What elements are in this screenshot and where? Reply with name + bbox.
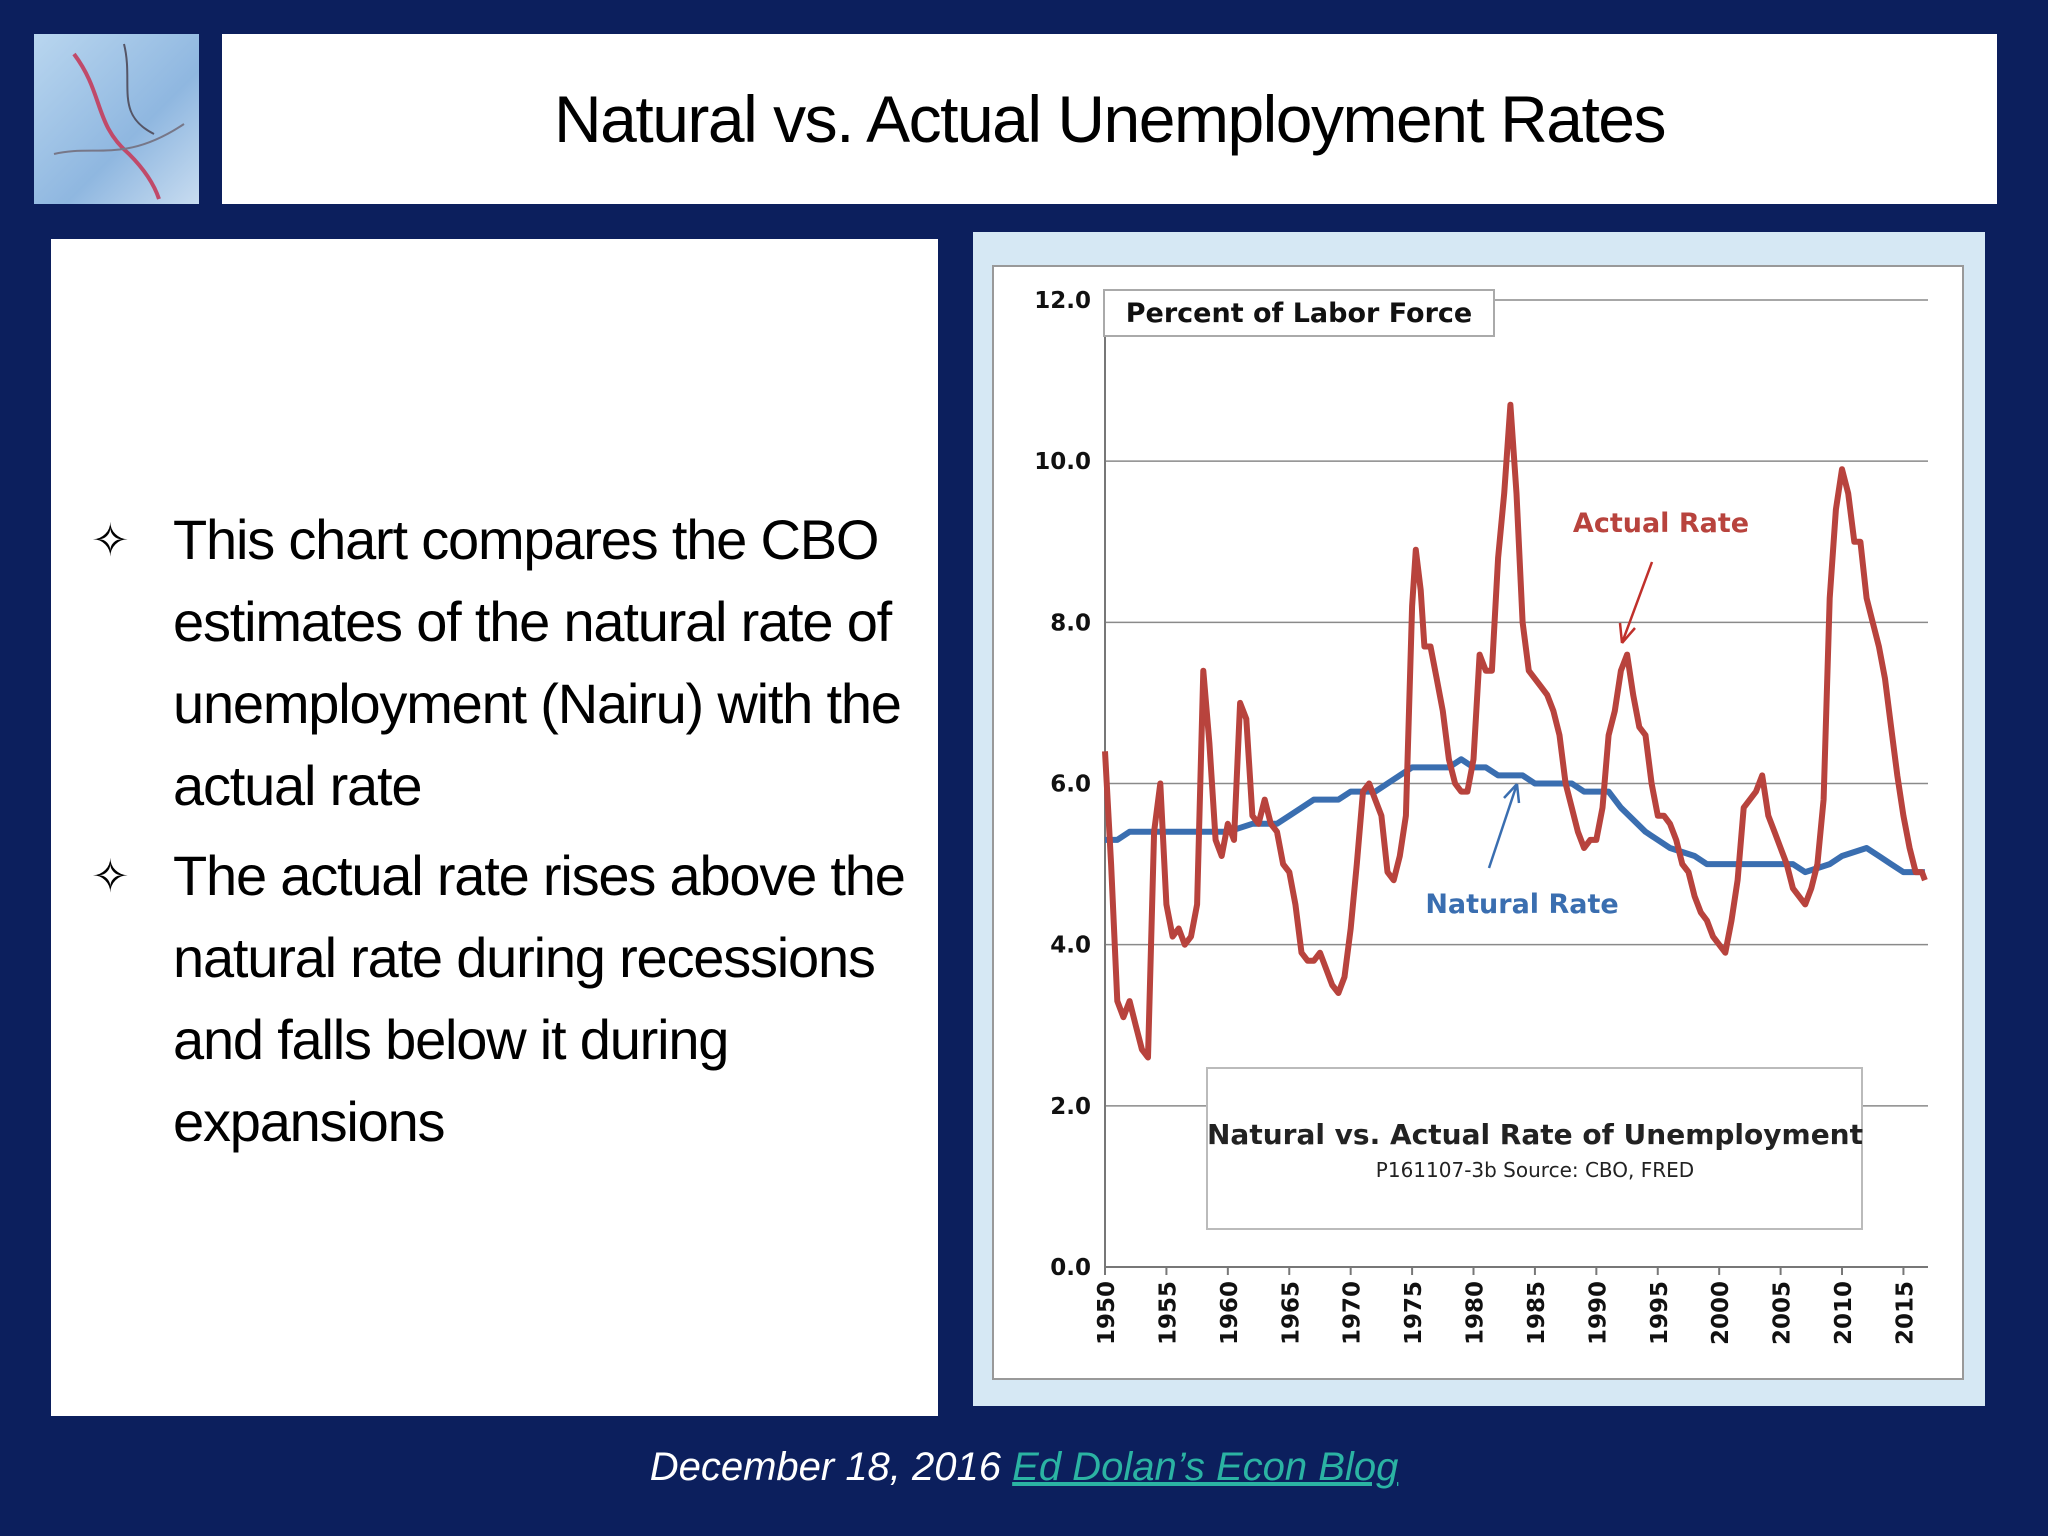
y-label: Percent of Labor Force bbox=[1126, 298, 1473, 329]
footer: December 18, 2016 Ed Dolan’s Econ Blog bbox=[0, 1445, 2048, 1490]
chart-title: Natural vs. Actual Rate of Unemployment bbox=[1207, 1118, 1863, 1151]
y-tick-label: 4.0 bbox=[1050, 933, 1091, 959]
x-tick-label: 1960 bbox=[1217, 1281, 1243, 1345]
logo-art bbox=[53, 43, 185, 200]
x-tick-label: 1985 bbox=[1524, 1281, 1550, 1345]
x-tick-label: 1990 bbox=[1585, 1281, 1611, 1345]
x-tick-label: 1995 bbox=[1647, 1281, 1673, 1345]
annotation-arrow bbox=[1618, 561, 1654, 644]
x-tick-label: 2000 bbox=[1708, 1281, 1734, 1345]
chart-subtitle: P161107-3b Source: CBO, FRED bbox=[1376, 1158, 1694, 1182]
x-tick-label: 1965 bbox=[1278, 1281, 1304, 1345]
chart: 0.0 2.0 4.0 6.0 8.0 10.0 12.0 1950 1955 1960 1965 1… bbox=[992, 265, 1964, 1380]
y-tick-label: 6.0 bbox=[1050, 772, 1091, 798]
series-label: Natural Rate bbox=[1425, 889, 1618, 920]
bullet: This chart compares the CBO estimates of… bbox=[81, 499, 921, 827]
logo bbox=[34, 34, 199, 204]
x-tick-label: 2010 bbox=[1831, 1281, 1857, 1345]
x-tick-label: 1955 bbox=[1155, 1281, 1181, 1345]
footer-date: December 18, 2016 bbox=[649, 1445, 1002, 1489]
series-label: Actual Rate bbox=[1573, 508, 1749, 539]
text-panel: This chart compares the CBO estimates of… bbox=[51, 239, 938, 1416]
chart-panel: 0.0 2.0 4.0 6.0 8.0 10.0 12.0 1950 1955 1960 1965 1… bbox=[973, 232, 1985, 1406]
bullet-list: This chart compares the CBO estimates of… bbox=[81, 499, 921, 1171]
x-tick-label: 1970 bbox=[1340, 1281, 1366, 1345]
slide-title: Natural vs. Actual Unemployment Rates bbox=[553, 82, 1667, 156]
data-line bbox=[1102, 401, 1928, 1061]
y-label-box bbox=[1103, 289, 1495, 337]
x-tick-label: 1950 bbox=[1094, 1281, 1120, 1345]
y-tick-label: 0.0 bbox=[1050, 1255, 1091, 1281]
bullet: The actual rate rises above the natural … bbox=[81, 835, 921, 1163]
x-tick-label: 2015 bbox=[1892, 1281, 1918, 1345]
y-tick-label: 8.0 bbox=[1050, 610, 1091, 636]
x-tick-label: 2005 bbox=[1770, 1281, 1796, 1345]
caption-box bbox=[1206, 1067, 1863, 1230]
x-tick-label: 1975 bbox=[1401, 1281, 1427, 1345]
y-tick-label: 2.0 bbox=[1050, 1094, 1091, 1120]
y-tick-label: 12.0 bbox=[1034, 288, 1091, 314]
x-tick-label: 1980 bbox=[1463, 1281, 1489, 1345]
y-tick-label: 10.0 bbox=[1034, 449, 1091, 475]
footer-link[interactable]: Ed Dolan’s Econ Blog bbox=[1012, 1445, 1399, 1489]
title-box: Natural vs. Actual Unemployment Rates bbox=[222, 34, 1997, 204]
annotation-arrow bbox=[1487, 783, 1521, 869]
